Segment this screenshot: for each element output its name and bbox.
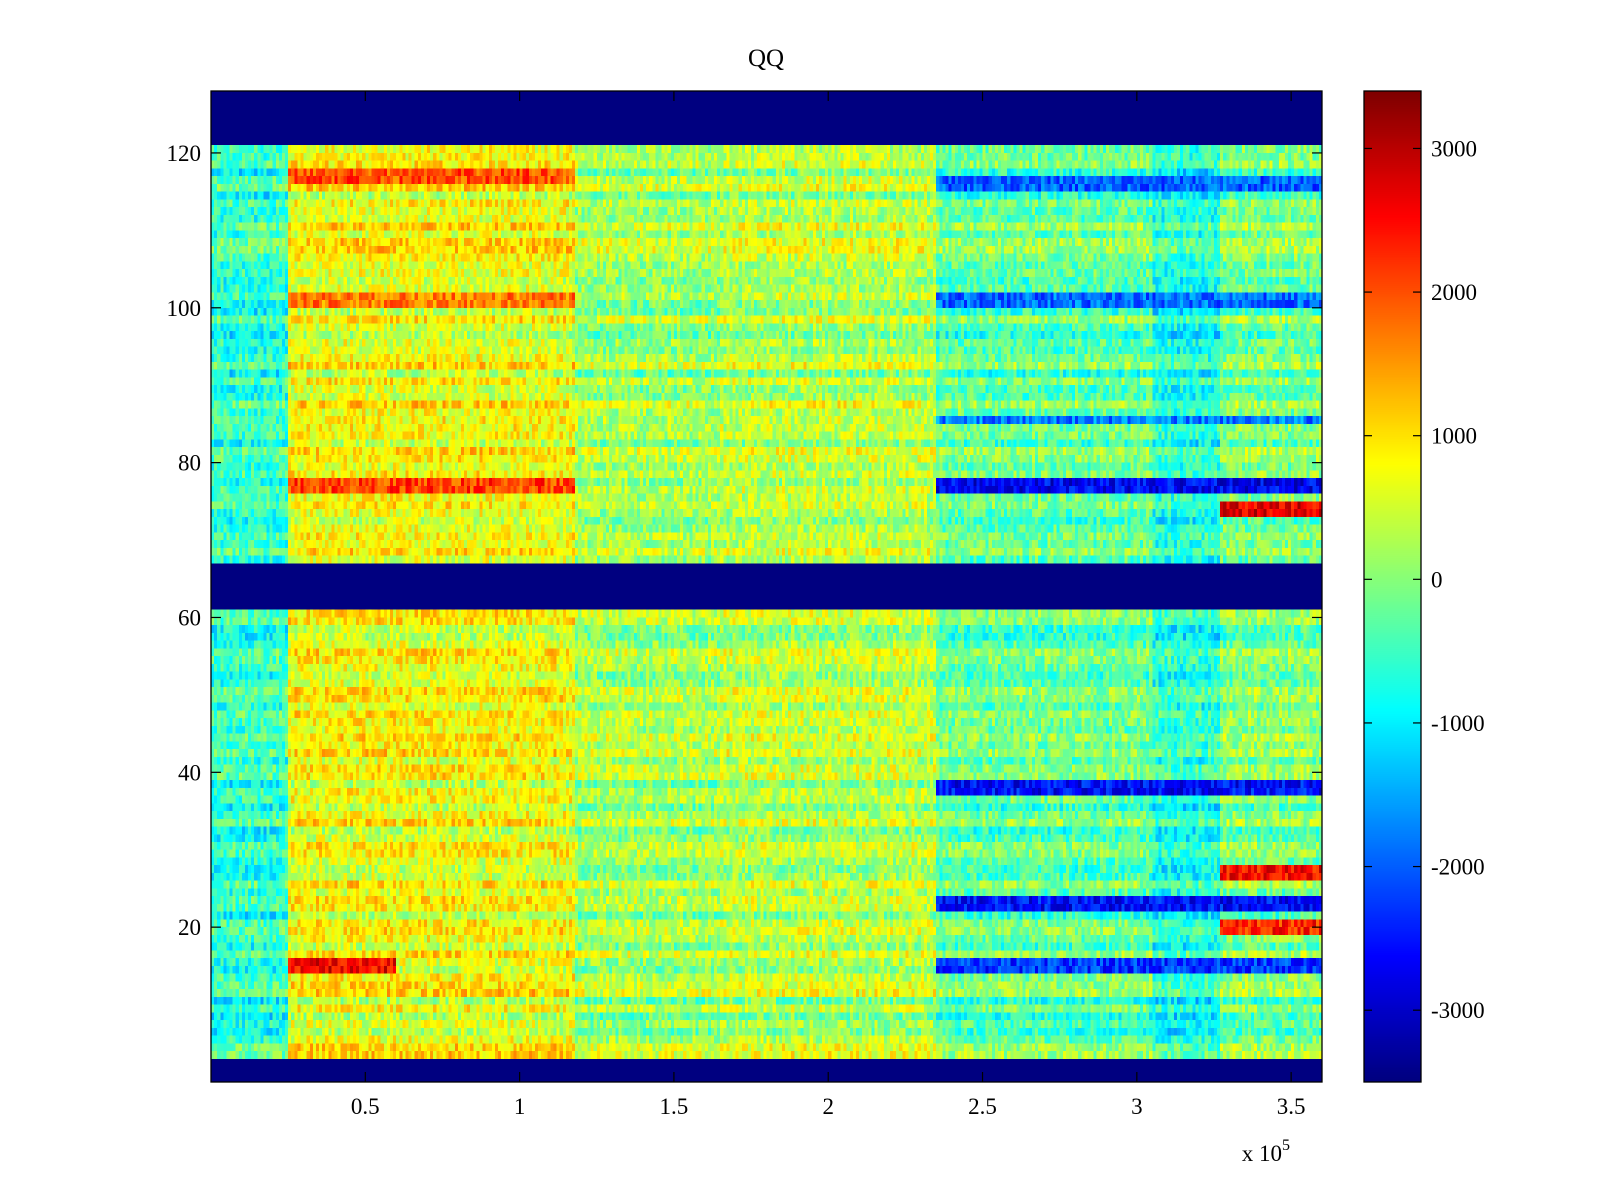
y-tick-label: 80	[178, 451, 201, 476]
y-tick-label: 100	[167, 296, 202, 321]
colorbar-frame	[1363, 90, 1422, 1083]
colorbar-tick-label: 0	[1431, 567, 1443, 592]
colorbar-tick-label: -1000	[1431, 711, 1485, 736]
x-tick-label: 2	[822, 1094, 834, 1119]
x-tick-label: 0.5	[351, 1094, 380, 1119]
colorbar-tick-label: 3000	[1431, 136, 1477, 161]
x-tick-label: 2.5	[968, 1094, 997, 1119]
x-tick-label: 1	[514, 1094, 526, 1119]
heatmap-image	[211, 91, 1322, 1082]
y-tick-label: 20	[178, 915, 201, 940]
colorbar-gradient	[1364, 91, 1421, 1082]
chart-title: QQ	[748, 45, 784, 72]
y-tick-label: 40	[178, 760, 201, 785]
colorbar-tick-label: 2000	[1431, 280, 1477, 305]
y-tick-label: 120	[167, 141, 202, 166]
x-tick-label: 1.5	[660, 1094, 689, 1119]
plot-frame	[210, 90, 1323, 1083]
y-tick-label: 60	[178, 605, 201, 630]
colorbar-ticks: 3000 2000 1000 0 -1000 -2000 -3000	[1364, 136, 1485, 1023]
y-axis-ticks: 20 40 60 80 100 120	[167, 141, 1322, 940]
x-axis-ticks: 0.5 1 1.5 2 2.5 3 3.5	[351, 91, 1306, 1119]
x-axis-exponent: x 105	[1242, 1137, 1290, 1166]
x-tick-label: 3	[1131, 1094, 1143, 1119]
x-tick-label: 3.5	[1277, 1094, 1306, 1119]
colorbar-tick-label: -2000	[1431, 855, 1485, 880]
colorbar-tick-label: -3000	[1431, 998, 1485, 1023]
colorbar-tick-label: 1000	[1431, 424, 1477, 449]
